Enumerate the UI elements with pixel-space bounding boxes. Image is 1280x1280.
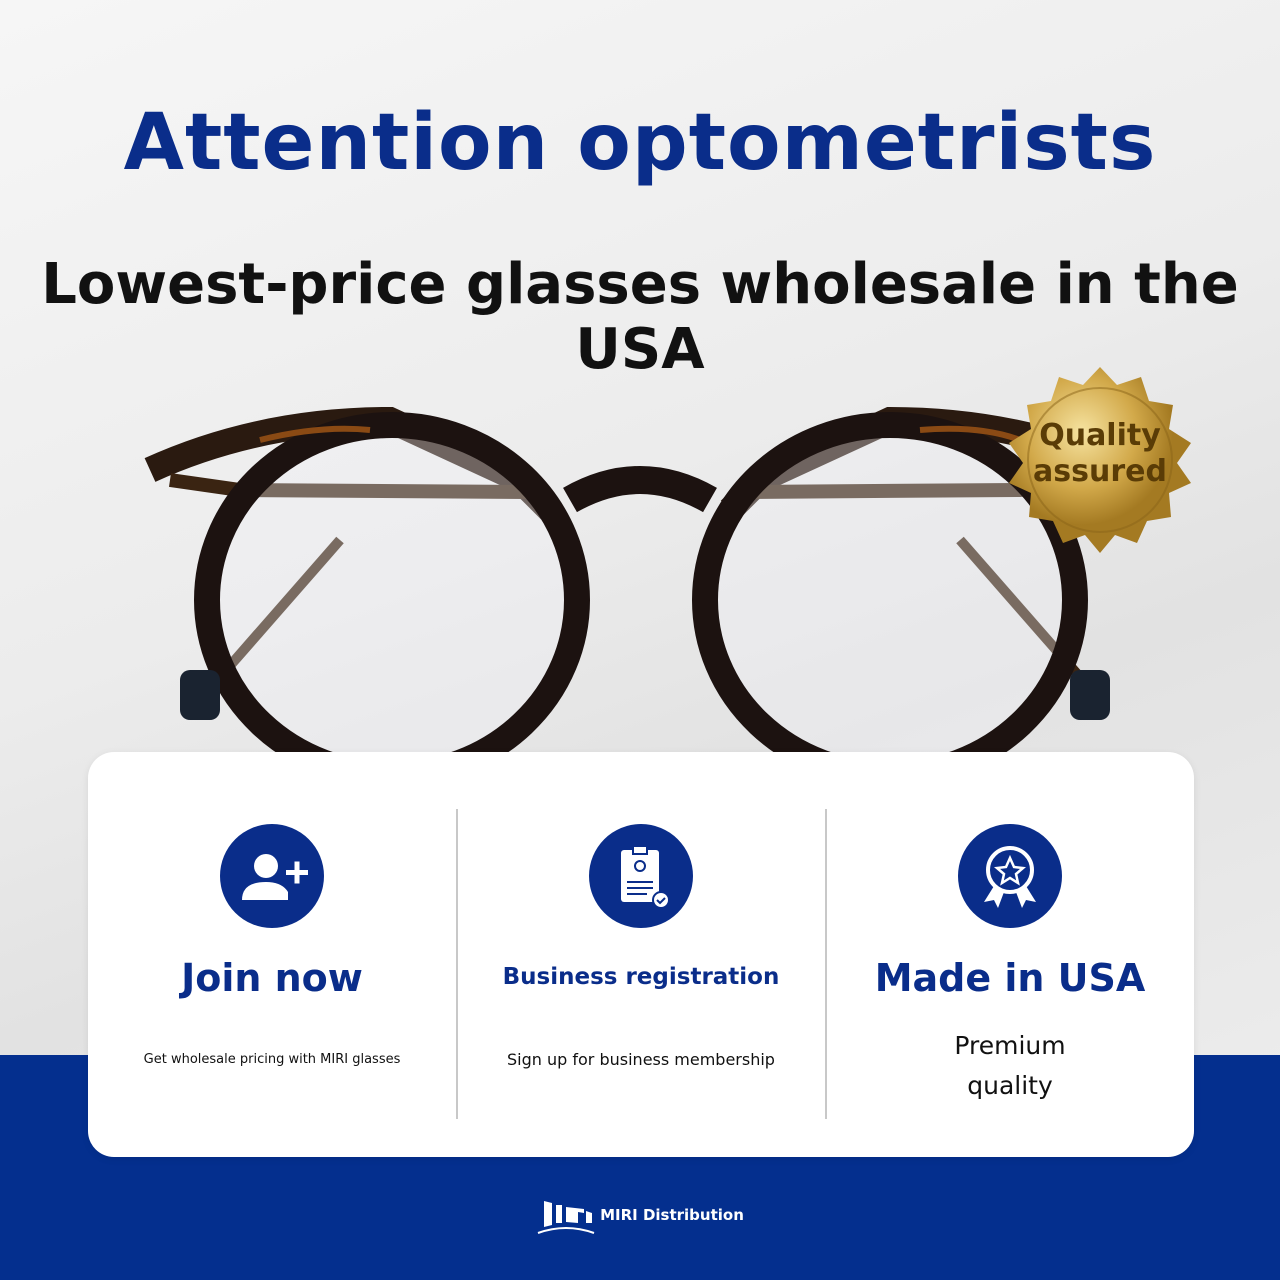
feature-title: Made in USA <box>874 956 1146 1000</box>
feature-text-line-2: quality <box>967 1071 1053 1100</box>
feature-text: Get wholesale pricing with MIRI glasses <box>143 1052 401 1067</box>
clipboard-id-icon <box>589 824 693 928</box>
badge-line-2: assured <box>1033 454 1167 489</box>
feature-text: Sign up for business membership <box>507 1050 775 1069</box>
feature-join-now[interactable]: Join now Get wholesale pricing with MIRI… <box>88 752 456 1157</box>
feature-made-in-usa[interactable]: Made in USA Premium quality <box>826 752 1194 1157</box>
badge-text: Quality assured <box>1005 418 1195 490</box>
page-title: Attention optometrists <box>123 98 1157 188</box>
feature-title: Join now <box>181 956 363 1000</box>
feature-business-registration[interactable]: Business registration Sign up for busine… <box>457 752 825 1157</box>
brand-name: MIRI Distribution <box>600 1206 744 1224</box>
quality-assured-badge <box>1009 367 1191 553</box>
feature-text-line-1: Premium <box>954 1031 1066 1060</box>
user-plus-icon <box>220 824 324 928</box>
feature-title: Business registration <box>502 964 780 990</box>
feature-text: Premium quality <box>826 1026 1194 1106</box>
miri-logo-icon <box>537 1201 595 1234</box>
award-star-icon <box>958 824 1062 928</box>
features-card: Join now Get wholesale pricing with MIRI… <box>88 752 1194 1157</box>
footer-brand: MIRI Distribution <box>0 1195 1280 1235</box>
glasses-image <box>144 406 1136 788</box>
divider <box>456 809 458 1119</box>
page-subtitle: Lowest-price glasses wholesale in the US… <box>41 252 1239 382</box>
divider <box>825 809 827 1119</box>
badge-line-1: Quality <box>1039 418 1161 453</box>
